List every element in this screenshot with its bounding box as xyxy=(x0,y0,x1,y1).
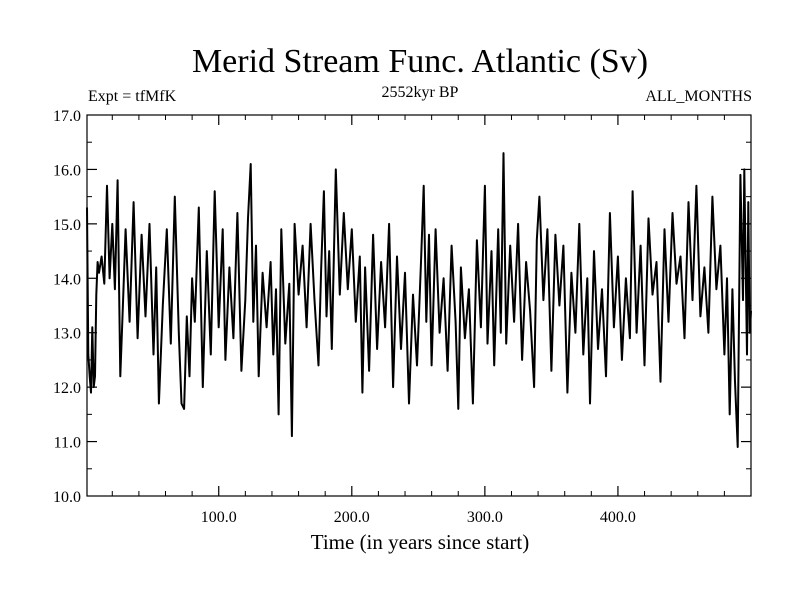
y-tick-label: 14.0 xyxy=(53,271,81,288)
experiment-label: Expt = tfMfK xyxy=(88,88,177,105)
y-tick-label: 15.0 xyxy=(53,217,81,234)
series-line-tfmfk xyxy=(86,152,752,448)
y-tick-label: 16.0 xyxy=(53,162,81,179)
x-tick-label: 400.0 xyxy=(600,509,636,526)
axis-tick-labels: 10.0 11.0 12.0 13.0 14.0 15.0 16.0 17.0 100.0 200… xyxy=(53,108,636,526)
y-tick-label: 11.0 xyxy=(54,435,81,452)
y-tick-label: 10.0 xyxy=(53,489,81,506)
months-label: ALL_MONTHS xyxy=(645,88,752,105)
chart-title: Merid Stream Func. Atlantic (Sv) xyxy=(192,43,648,80)
y-tick-label: 13.0 xyxy=(53,326,81,343)
x-tick-label: 100.0 xyxy=(201,509,237,526)
x-tick-label: 300.0 xyxy=(467,509,503,526)
y-tick-label: 17.0 xyxy=(53,108,81,125)
x-tick-label: 200.0 xyxy=(334,509,370,526)
x-axis-label: Time (in years since start) xyxy=(311,530,530,554)
period-label: 2552kyr BP xyxy=(382,84,459,101)
y-tick-label: 12.0 xyxy=(53,380,81,397)
